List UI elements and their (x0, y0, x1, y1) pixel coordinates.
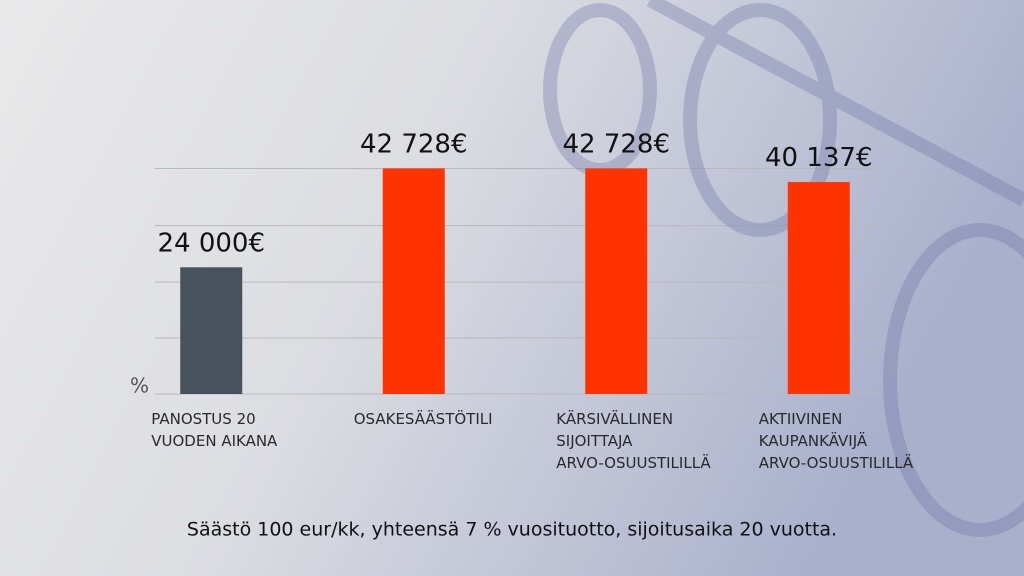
value-label: 24 000€ (157, 228, 265, 258)
value-label: 42 728€ (360, 129, 468, 159)
bar (382, 168, 445, 394)
footnote: Säästö 100 eur/kk, yhteensä 7 % vuosituo… (187, 519, 837, 541)
bar (787, 182, 850, 394)
value-label: 42 728€ (562, 129, 670, 159)
y-axis-label: % (130, 374, 149, 398)
bar (180, 267, 243, 394)
x-tick-label: OSAKESÄÄSTÖTILI (354, 409, 493, 428)
value-label: 40 137€ (765, 143, 873, 173)
bar (585, 168, 648, 394)
x-tick-label: PANOSTUS 20 VUODEN AIKANA (151, 410, 278, 450)
x-tick-label: KÄRSIVÄLLINEN SIJOITTAJA ARVO-OSUUSTILILLÄ (556, 409, 711, 472)
x-tick-label: AKTIIVINEN KAUPANKÄVIJÄ ARVO-OSUUSTILILLÄ (759, 410, 914, 472)
